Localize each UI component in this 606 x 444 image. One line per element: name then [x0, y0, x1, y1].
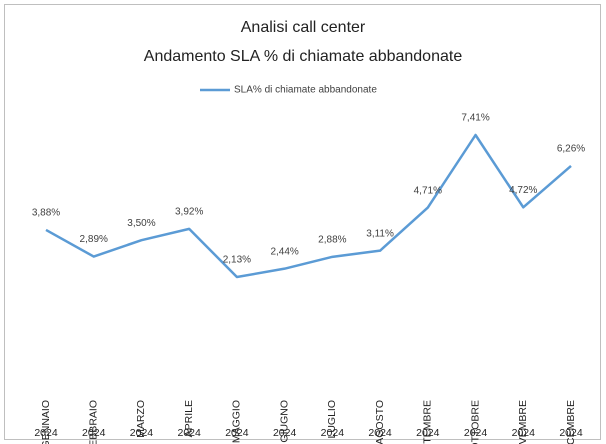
data-label: 4,71%: [414, 185, 442, 196]
x-tick-label: AGOSTO: [374, 400, 386, 444]
x-group-label: 2024: [273, 427, 297, 439]
data-label: 2,13%: [223, 255, 251, 266]
data-label: 2,44%: [270, 246, 298, 257]
x-group-label: 2024: [82, 427, 106, 439]
x-group-label: 2024: [416, 427, 440, 439]
x-tick-label: NOVEMBRE: [517, 400, 529, 444]
x-group-label: 2024: [178, 427, 202, 439]
chart-subtitle: Andamento SLA % di chiamate abbandonate: [144, 48, 463, 65]
x-group-label: 2024: [464, 427, 488, 439]
legend-label: SLA% di chiamate abbandonate: [234, 85, 377, 96]
x-tick-label: FEBBRAIO: [88, 400, 100, 444]
data-label: 3,88%: [32, 208, 60, 219]
x-group-label: 2024: [321, 427, 345, 439]
data-label: 2,89%: [80, 234, 108, 245]
x-group-label: 2024: [225, 427, 249, 439]
x-tick-label: OTTOBRE: [469, 400, 481, 444]
data-label: 3,11%: [366, 228, 394, 239]
data-label: 6,26%: [557, 144, 585, 155]
data-label: 4,72%: [509, 185, 537, 196]
x-tick-label: APRILE: [183, 400, 195, 437]
x-tick-label: MARZO: [135, 400, 147, 438]
x-group-label: 2024: [512, 427, 536, 439]
data-label: 3,50%: [127, 218, 155, 229]
x-tick-label: GENNAIO: [40, 400, 52, 444]
x-tick-label: MAGGIO: [231, 400, 243, 443]
data-label: 2,88%: [318, 234, 346, 245]
x-group-label: 2024: [34, 427, 58, 439]
chart-frame: [4, 4, 601, 440]
x-tick-label: DICEMBRE: [565, 400, 577, 444]
data-label: 7,41%: [461, 113, 489, 124]
x-group-label: 2024: [559, 427, 583, 439]
x-tick-label: LUGLIO: [326, 400, 338, 439]
data-line: [45, 133, 572, 279]
x-tick-label: GIUGNO: [278, 400, 290, 443]
x-group-label: 2024: [130, 427, 154, 439]
data-label: 3,92%: [175, 207, 203, 218]
x-group-label: 2024: [368, 427, 392, 439]
x-tick-label: SETTEMBRE: [422, 400, 434, 444]
chart-title: Analisi call center: [241, 19, 366, 36]
